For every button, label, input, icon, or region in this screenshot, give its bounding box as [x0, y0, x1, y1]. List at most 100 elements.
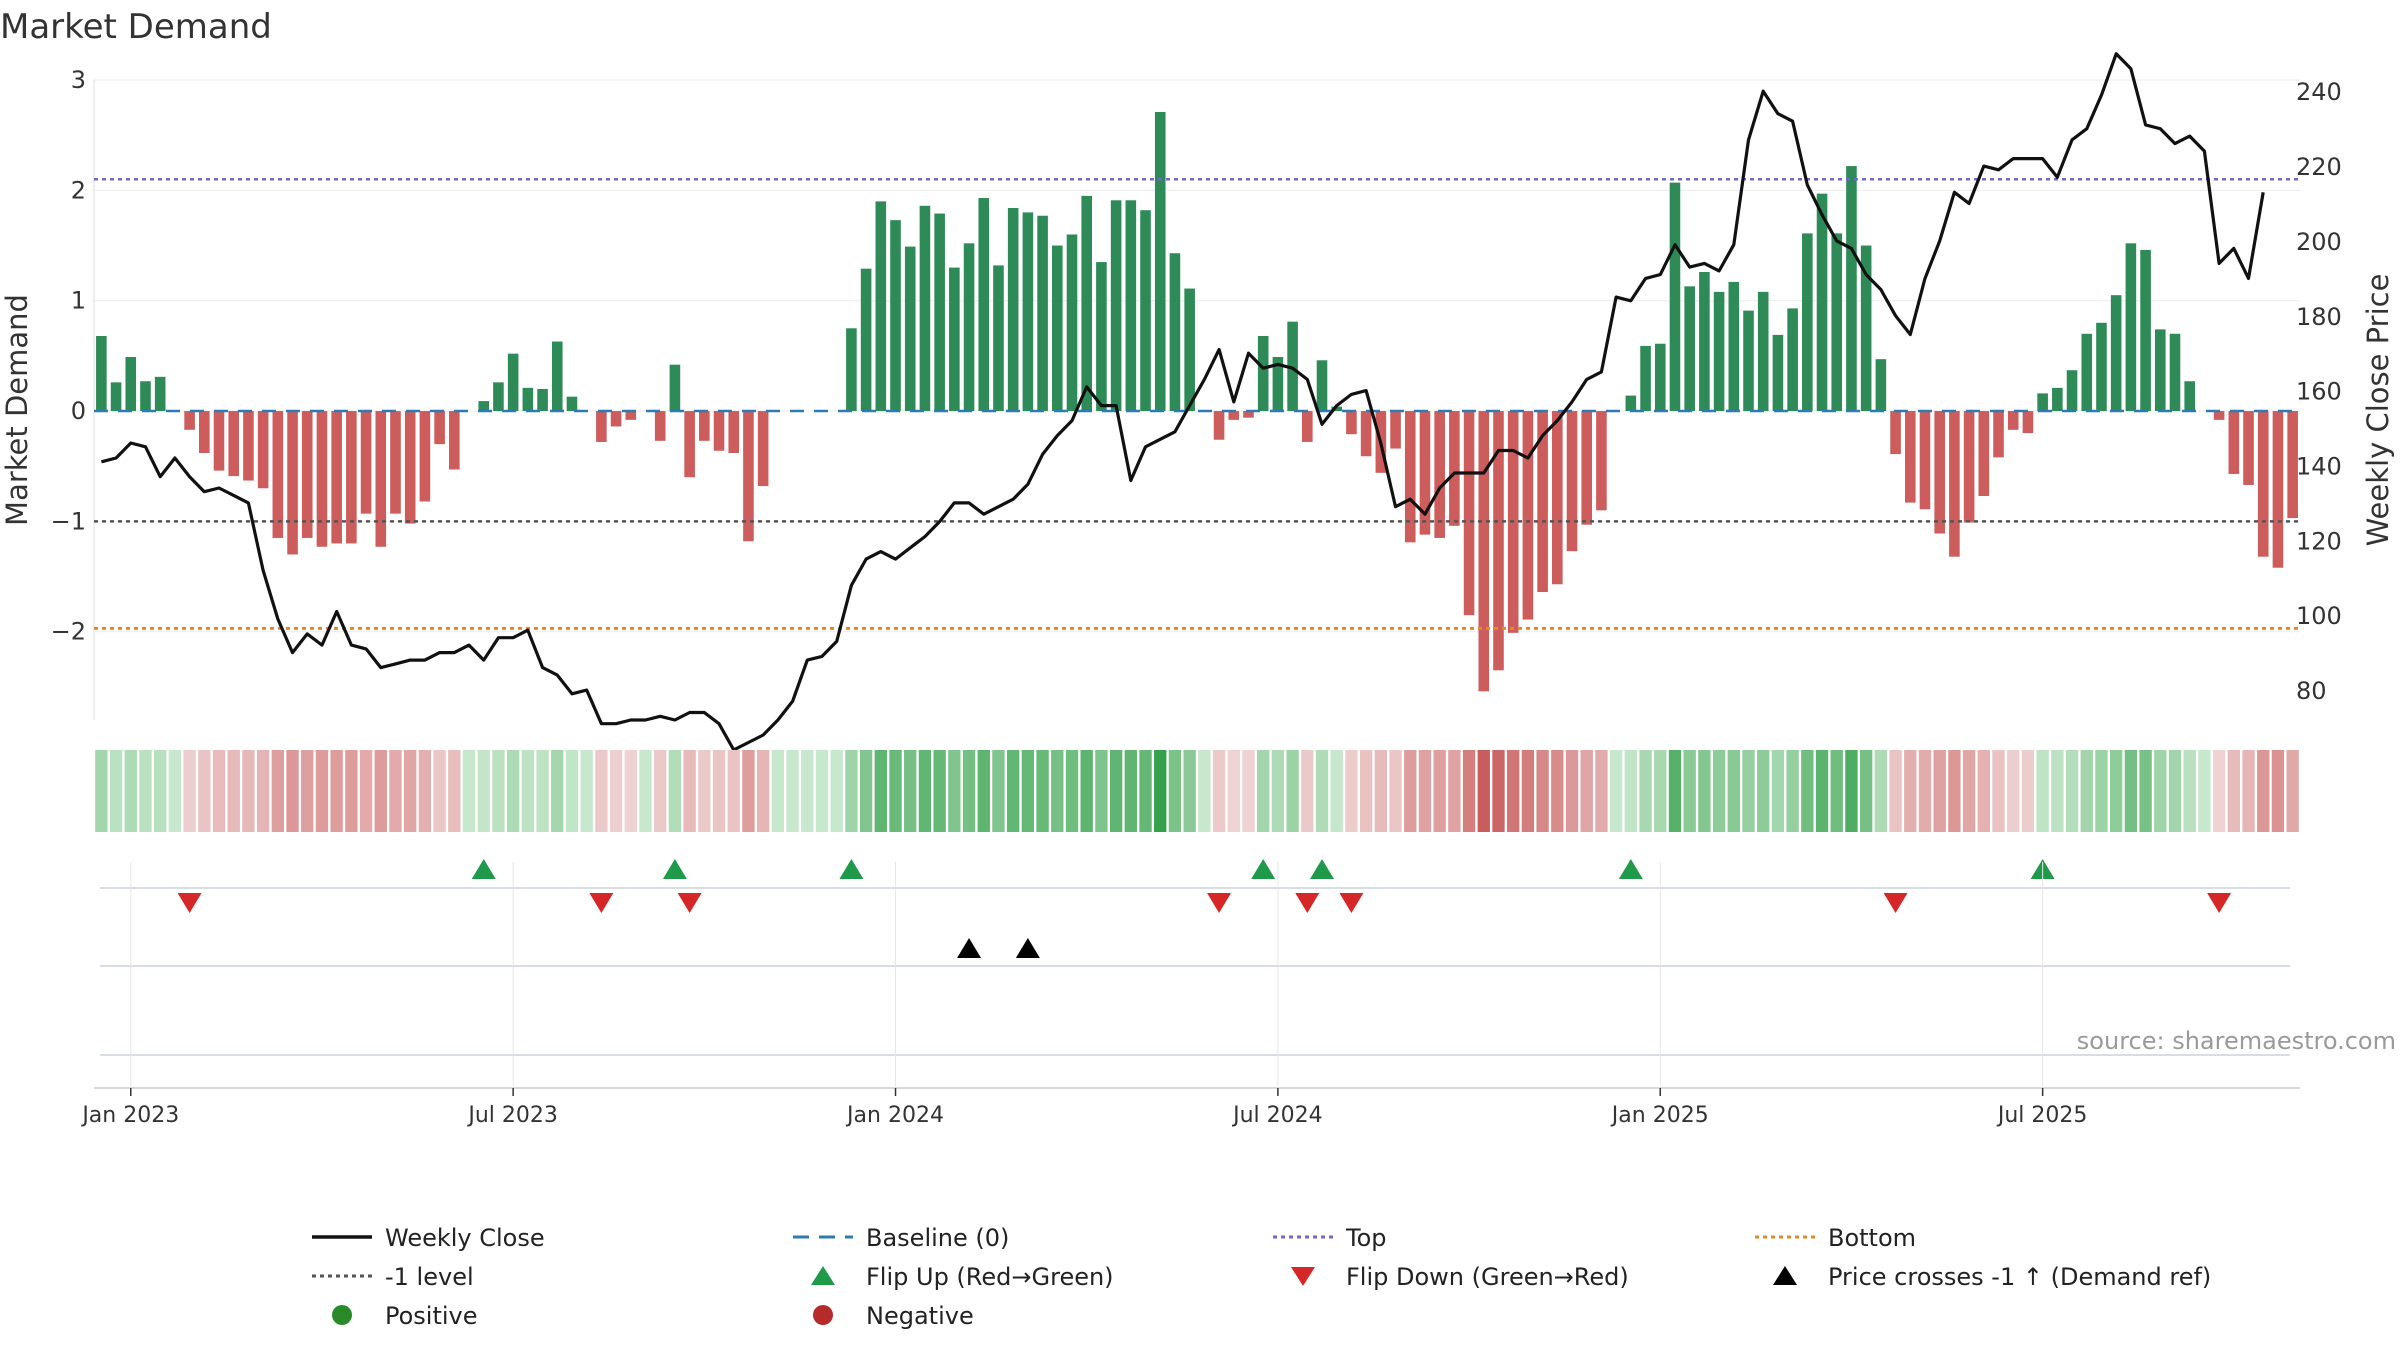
demand-bar-positive	[669, 364, 681, 412]
demand-bar-positive	[140, 381, 151, 412]
demand-bar-positive	[1066, 234, 1078, 412]
flip-up-marker	[1618, 859, 1643, 879]
demand-bar-negative	[243, 411, 254, 481]
demand-bar-positive	[1154, 112, 1166, 412]
heat-cell	[1404, 750, 1417, 832]
heat-cell	[624, 750, 637, 832]
demand-bar-positive	[1022, 212, 1034, 412]
flip-up-marker	[471, 859, 496, 879]
heat-cell	[1712, 750, 1726, 832]
heat-cell	[1933, 750, 1946, 832]
demand-bar-positive	[125, 356, 137, 412]
legend-item-positive: Positive	[332, 1302, 478, 1330]
heat-cell	[1771, 750, 1785, 832]
demand-bar-positive	[978, 198, 990, 412]
flip-down-marker	[1207, 893, 1232, 913]
heat-cell	[1742, 750, 1755, 832]
heat-cell	[1845, 750, 1858, 832]
heat-cell	[1080, 750, 1093, 832]
heat-cell	[2051, 750, 2064, 832]
left-axis-ticks: 3 2 1 0 −1 −2	[51, 66, 86, 646]
demand-bar-positive	[566, 396, 578, 412]
legend-swatch	[1291, 1267, 1315, 1286]
demand-bar-negative	[1978, 411, 1990, 496]
demand-bar-positive	[1037, 215, 1048, 412]
y2-tick-label: 140	[2296, 452, 2342, 480]
heat-cell	[389, 750, 402, 832]
heat-cell	[139, 750, 152, 832]
heat-cell	[1330, 750, 1343, 832]
flip-down-marker	[2207, 893, 2232, 913]
heat-cell	[1580, 750, 1593, 832]
heat-cell	[1433, 750, 1446, 832]
demand-bar-positive	[1802, 233, 1813, 412]
heat-cell	[536, 750, 549, 832]
heat-cell	[639, 750, 652, 832]
demand-bar-negative	[713, 411, 725, 451]
heat-cell	[580, 750, 593, 832]
heat-cell	[1757, 750, 1770, 832]
demand-bar-positive	[1169, 253, 1181, 412]
price-cross-marker	[1015, 938, 1040, 958]
heat-cell	[1492, 750, 1505, 832]
demand-bar-positive	[2066, 370, 2078, 412]
y2-axis-label: Weekly Close Price	[2361, 274, 2395, 547]
flip-up-marker	[1251, 859, 1276, 879]
demand-bar-positive	[1816, 193, 1828, 412]
heat-cell	[1889, 750, 1902, 832]
heat-cell	[1139, 750, 1152, 832]
y-tick-label: −2	[51, 618, 86, 646]
demand-bar-positive	[1081, 195, 1092, 412]
demand-bar-negative	[757, 411, 769, 487]
heat-cell	[727, 750, 740, 832]
demand-bar-positive	[1007, 208, 1019, 412]
legend-item-flip-down: Flip Down (Green→Red)	[1291, 1263, 1629, 1291]
legend-item-top: Top	[1273, 1224, 1387, 1252]
heat-cell	[1021, 750, 1035, 832]
demand-bar-positive	[2125, 243, 2137, 412]
demand-bar-negative	[2007, 411, 2019, 430]
heat-cell	[2154, 750, 2167, 832]
demand-bar-negative	[404, 411, 416, 524]
reference-levels	[94, 178, 2300, 630]
heat-cell	[109, 750, 123, 832]
heat-cell	[845, 750, 858, 832]
y2-tick-label: 80	[2296, 677, 2327, 705]
heat-cell	[1418, 750, 1432, 832]
legend-swatch	[811, 1266, 835, 1285]
heat-cell	[242, 750, 255, 832]
heat-cell	[1109, 750, 1123, 832]
demand-bar-negative	[228, 411, 240, 477]
demand-bar-positive	[1831, 233, 1843, 412]
heat-cell	[2257, 750, 2270, 832]
demand-bar-negative	[1213, 411, 1225, 440]
demand-bar-negative	[331, 411, 342, 544]
demand-bar-negative	[1993, 411, 2004, 458]
demand-bar-positive	[1728, 281, 1740, 412]
heat-cell	[1359, 750, 1373, 832]
heat-cell	[2139, 750, 2152, 832]
legend-swatch	[332, 1305, 352, 1325]
heat-cell	[418, 750, 432, 832]
heat-cell	[1477, 750, 1490, 832]
heat-cell	[756, 750, 770, 832]
demand-bar-positive	[1684, 286, 1695, 412]
demand-bar-positive	[537, 388, 548, 412]
heat-cell	[786, 750, 799, 832]
legend-label: -1 level	[385, 1263, 474, 1291]
heat-cell	[1051, 750, 1064, 832]
heat-cell	[1668, 750, 1682, 832]
y-tick-label: 0	[71, 397, 86, 425]
demand-bar-positive	[522, 387, 534, 412]
heat-cell	[1448, 750, 1461, 832]
flip-down-marker	[1883, 893, 1908, 913]
y2-tick-label: 220	[2296, 153, 2342, 181]
demand-bar-positive	[551, 341, 563, 412]
demand-bar-negative	[684, 411, 695, 478]
demand-bar-negative	[1390, 411, 1401, 449]
legend-item-baseline: Baseline (0)	[793, 1224, 1009, 1252]
heat-cell	[712, 750, 726, 832]
heat-cell	[918, 750, 932, 832]
heat-cell	[2021, 750, 2035, 832]
flip-down-marker	[1339, 893, 1364, 913]
